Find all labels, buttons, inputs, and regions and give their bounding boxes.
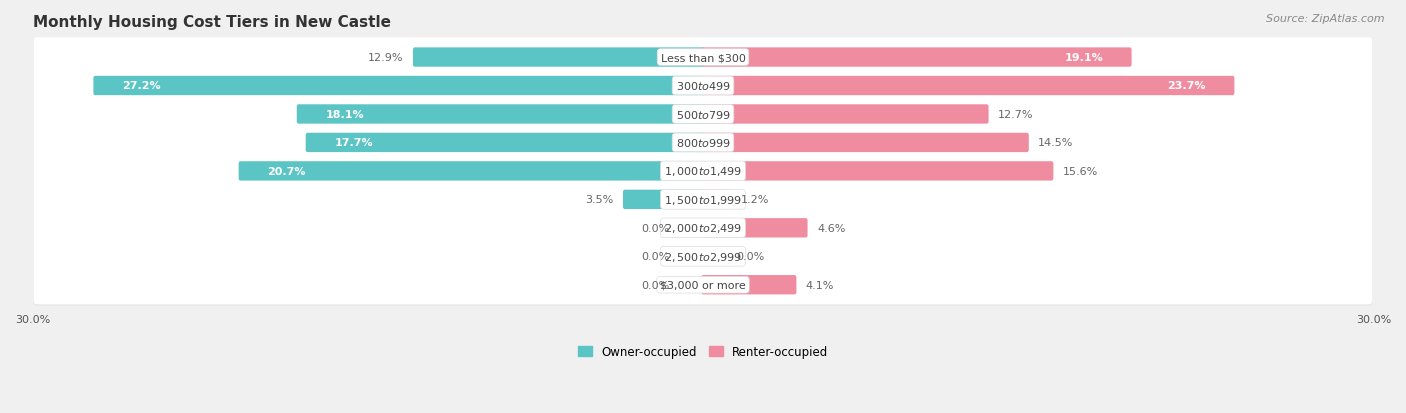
FancyBboxPatch shape [702,77,1234,96]
FancyBboxPatch shape [702,275,796,295]
FancyBboxPatch shape [34,238,1372,277]
FancyBboxPatch shape [34,67,1372,107]
FancyBboxPatch shape [34,180,1372,220]
FancyBboxPatch shape [305,133,704,153]
FancyBboxPatch shape [239,162,704,181]
FancyBboxPatch shape [34,266,1372,306]
Text: 4.6%: 4.6% [817,223,845,233]
Text: 15.6%: 15.6% [1063,166,1098,176]
Text: Monthly Housing Cost Tiers in New Castle: Monthly Housing Cost Tiers in New Castle [32,15,391,30]
Legend: Owner-occupied, Renter-occupied: Owner-occupied, Renter-occupied [572,341,834,363]
FancyBboxPatch shape [34,124,1372,164]
Text: 14.5%: 14.5% [1038,138,1074,148]
FancyBboxPatch shape [623,190,704,209]
Text: 0.0%: 0.0% [737,252,765,262]
FancyBboxPatch shape [93,77,704,96]
Text: 1.2%: 1.2% [741,195,769,205]
Text: 0.0%: 0.0% [641,223,669,233]
FancyBboxPatch shape [34,66,1372,106]
FancyBboxPatch shape [34,209,1372,249]
FancyBboxPatch shape [34,237,1372,276]
FancyBboxPatch shape [34,152,1372,191]
Text: 0.0%: 0.0% [641,280,669,290]
Text: 12.9%: 12.9% [368,53,404,63]
Text: $2,500 to $2,999: $2,500 to $2,999 [664,250,742,263]
FancyBboxPatch shape [34,39,1372,78]
Text: 3.5%: 3.5% [585,195,613,205]
FancyBboxPatch shape [34,265,1372,305]
FancyBboxPatch shape [702,48,1132,68]
Text: $1,000 to $1,499: $1,000 to $1,499 [664,165,742,178]
Text: $1,500 to $1,999: $1,500 to $1,999 [664,193,742,206]
Text: 12.7%: 12.7% [998,110,1033,120]
Text: 18.1%: 18.1% [325,110,364,120]
Text: 17.7%: 17.7% [335,138,373,148]
Text: 27.2%: 27.2% [122,81,160,91]
FancyBboxPatch shape [702,162,1053,181]
FancyBboxPatch shape [702,218,807,238]
Text: Less than $300: Less than $300 [661,53,745,63]
Text: $800 to $999: $800 to $999 [675,137,731,149]
FancyBboxPatch shape [702,133,1029,153]
FancyBboxPatch shape [34,123,1372,163]
FancyBboxPatch shape [34,38,1372,78]
FancyBboxPatch shape [34,209,1372,248]
Text: $300 to $499: $300 to $499 [675,80,731,92]
FancyBboxPatch shape [34,96,1372,135]
FancyBboxPatch shape [34,152,1372,192]
Text: 0.0%: 0.0% [641,252,669,262]
Text: Source: ZipAtlas.com: Source: ZipAtlas.com [1267,14,1385,24]
Text: $500 to $799: $500 to $799 [675,109,731,121]
Text: 20.7%: 20.7% [267,166,305,176]
FancyBboxPatch shape [413,48,704,68]
Text: 4.1%: 4.1% [806,280,834,290]
Text: $2,000 to $2,499: $2,000 to $2,499 [664,222,742,235]
FancyBboxPatch shape [34,181,1372,221]
FancyBboxPatch shape [297,105,704,124]
Text: 19.1%: 19.1% [1064,53,1102,63]
FancyBboxPatch shape [34,95,1372,135]
FancyBboxPatch shape [702,190,731,209]
Text: $3,000 or more: $3,000 or more [661,280,745,290]
Text: 23.7%: 23.7% [1167,81,1206,91]
FancyBboxPatch shape [702,105,988,124]
